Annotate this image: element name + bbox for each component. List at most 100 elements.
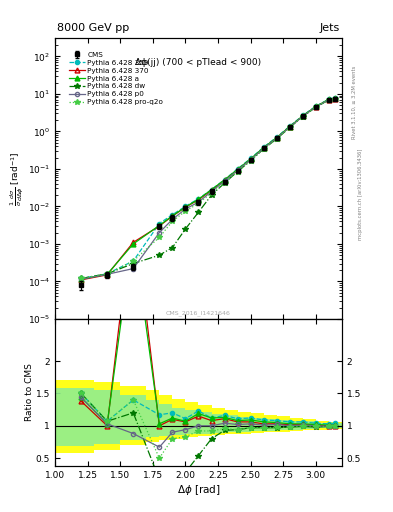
- Pythia 6.428 a: [131, 241, 136, 247]
- Pythia 6.428 pro-q2o: [261, 146, 266, 152]
- Pythia 6.428 dw: [300, 114, 305, 120]
- Pythia 6.428 a: [333, 95, 338, 101]
- Pythia 6.428 dw: [327, 97, 331, 103]
- Pythia 6.428 a: [157, 222, 162, 228]
- Pythia 6.428 370: [261, 145, 266, 151]
- Pythia 6.428 p0: [333, 95, 338, 101]
- Pythia 6.428 p0: [274, 135, 279, 141]
- Pythia 6.428 p0: [196, 199, 201, 205]
- Pythia 6.428 dw: [314, 104, 318, 110]
- Pythia 6.428 359: [157, 221, 162, 227]
- Text: Δϕ(jj) (700 < pTlead < 900): Δϕ(jj) (700 < pTlead < 900): [136, 58, 261, 67]
- Pythia 6.428 pro-q2o: [287, 124, 292, 131]
- Pythia 6.428 370: [170, 213, 175, 219]
- Pythia 6.428 370: [274, 135, 279, 141]
- Pythia 6.428 p0: [79, 276, 83, 282]
- Pythia 6.428 359: [300, 113, 305, 119]
- Pythia 6.428 370: [235, 166, 240, 173]
- Pythia 6.428 dw: [287, 124, 292, 131]
- Pythia 6.428 370: [222, 177, 227, 183]
- Pythia 6.428 p0: [300, 113, 305, 119]
- Pythia 6.428 p0: [327, 97, 331, 103]
- Pythia 6.428 a: [248, 156, 253, 162]
- Pythia 6.428 a: [327, 96, 331, 102]
- Pythia 6.428 p0: [248, 157, 253, 163]
- Pythia 6.428 370: [333, 95, 338, 101]
- Pythia 6.428 359: [79, 275, 83, 282]
- Pythia 6.428 pro-q2o: [209, 190, 214, 196]
- Pythia 6.428 370: [105, 272, 110, 278]
- Pythia 6.428 370: [157, 223, 162, 229]
- Pythia 6.428 p0: [183, 206, 188, 212]
- Pythia 6.428 370: [131, 239, 136, 245]
- Pythia 6.428 dw: [235, 168, 240, 175]
- Pythia 6.428 p0: [287, 124, 292, 130]
- Pythia 6.428 dw: [333, 96, 338, 102]
- Pythia 6.428 p0: [261, 145, 266, 152]
- Line: Pythia 6.428 a: Pythia 6.428 a: [79, 96, 338, 282]
- Pythia 6.428 a: [183, 204, 188, 210]
- Pythia 6.428 359: [209, 186, 214, 193]
- Text: 8000 GeV pp: 8000 GeV pp: [57, 23, 129, 33]
- Line: Pythia 6.428 359: Pythia 6.428 359: [79, 96, 338, 281]
- Text: mcplots.cern.ch [arXiv:1306.3436]: mcplots.cern.ch [arXiv:1306.3436]: [358, 149, 364, 240]
- Pythia 6.428 pro-q2o: [314, 104, 318, 110]
- Line: Pythia 6.428 p0: Pythia 6.428 p0: [79, 96, 338, 281]
- Line: Pythia 6.428 pro-q2o: Pythia 6.428 pro-q2o: [78, 96, 338, 281]
- Pythia 6.428 pro-q2o: [248, 158, 253, 164]
- Pythia 6.428 p0: [157, 229, 162, 236]
- Pythia 6.428 pro-q2o: [183, 208, 188, 214]
- Pythia 6.428 359: [170, 211, 175, 218]
- Pythia 6.428 359: [333, 95, 338, 101]
- Pythia 6.428 359: [248, 155, 253, 161]
- Pythia 6.428 pro-q2o: [222, 180, 227, 186]
- Pythia 6.428 dw: [170, 244, 175, 250]
- Pythia 6.428 370: [209, 187, 214, 193]
- Pythia 6.428 a: [105, 271, 110, 278]
- Legend: CMS, Pythia 6.428 359, Pythia 6.428 370, Pythia 6.428 a, Pythia 6.428 dw, Pythia: CMS, Pythia 6.428 359, Pythia 6.428 370,…: [67, 50, 165, 106]
- Pythia 6.428 359: [274, 134, 279, 140]
- Pythia 6.428 a: [79, 276, 83, 282]
- Pythia 6.428 dw: [157, 252, 162, 258]
- Pythia 6.428 359: [222, 177, 227, 183]
- Pythia 6.428 359: [261, 144, 266, 150]
- Pythia 6.428 a: [209, 186, 214, 193]
- Pythia 6.428 pro-q2o: [327, 97, 331, 103]
- Pythia 6.428 dw: [196, 209, 201, 215]
- Pythia 6.428 a: [287, 123, 292, 130]
- Pythia 6.428 p0: [209, 188, 214, 195]
- Pythia 6.428 a: [170, 213, 175, 219]
- Pythia 6.428 p0: [314, 104, 318, 110]
- Pythia 6.428 dw: [248, 158, 253, 164]
- Pythia 6.428 dw: [79, 275, 83, 282]
- Pythia 6.428 dw: [131, 261, 136, 267]
- Pythia 6.428 dw: [261, 146, 266, 152]
- Pythia 6.428 359: [287, 123, 292, 129]
- Pythia 6.428 370: [287, 124, 292, 130]
- Pythia 6.428 dw: [209, 192, 214, 198]
- Pythia 6.428 a: [274, 135, 279, 141]
- Pythia 6.428 pro-q2o: [79, 275, 83, 282]
- Pythia 6.428 pro-q2o: [157, 234, 162, 240]
- Pythia 6.428 p0: [131, 266, 136, 272]
- Pythia 6.428 dw: [274, 136, 279, 142]
- Pythia 6.428 370: [300, 113, 305, 119]
- Pythia 6.428 a: [314, 103, 318, 110]
- Pythia 6.428 370: [196, 197, 201, 203]
- Pythia 6.428 pro-q2o: [333, 96, 338, 102]
- Pythia 6.428 359: [196, 196, 201, 202]
- Pythia 6.428 dw: [183, 226, 188, 232]
- Pythia 6.428 p0: [235, 167, 240, 173]
- Pythia 6.428 a: [235, 166, 240, 173]
- Pythia 6.428 p0: [105, 271, 110, 278]
- Pythia 6.428 pro-q2o: [131, 258, 136, 264]
- Pythia 6.428 a: [196, 196, 201, 202]
- Pythia 6.428 pro-q2o: [170, 218, 175, 224]
- Pythia 6.428 359: [183, 203, 188, 209]
- Pythia 6.428 370: [314, 103, 318, 110]
- Pythia 6.428 359: [327, 96, 331, 102]
- Text: Rivet 3.1.10, ≥ 3.2M events: Rivet 3.1.10, ≥ 3.2M events: [352, 66, 357, 139]
- X-axis label: $\Delta\phi$ [rad]: $\Delta\phi$ [rad]: [176, 482, 220, 497]
- Pythia 6.428 dw: [222, 180, 227, 186]
- Pythia 6.428 pro-q2o: [274, 136, 279, 142]
